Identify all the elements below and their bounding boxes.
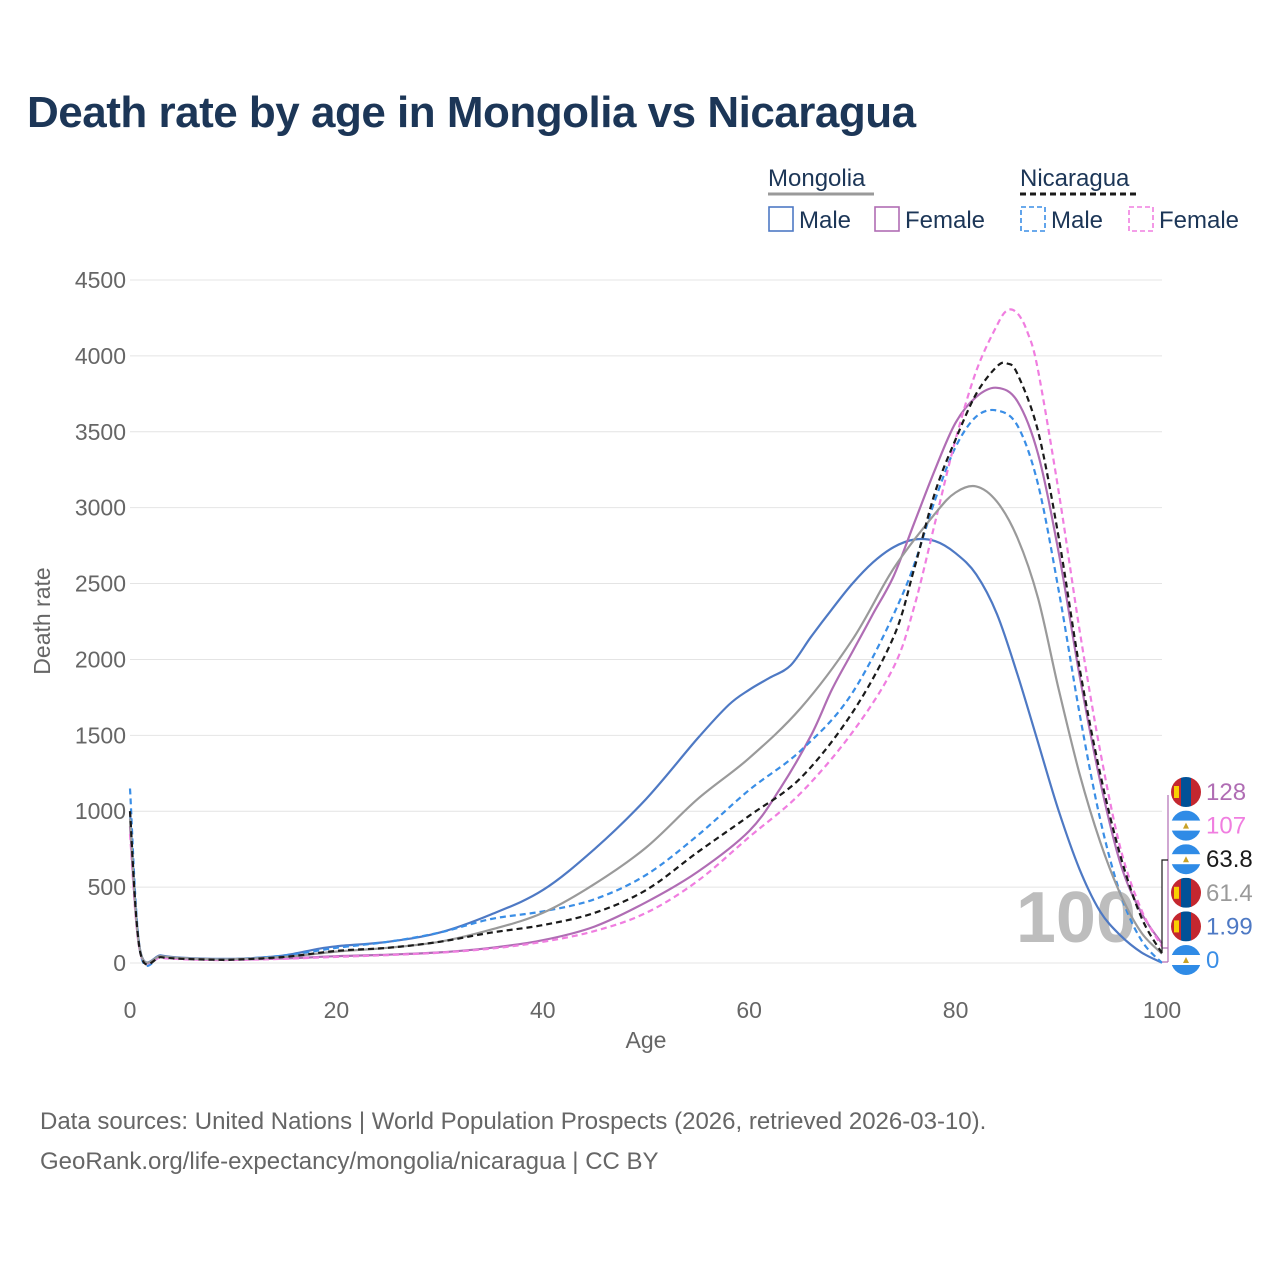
source-line: Data sources: United Nations | World Pop… (40, 1108, 987, 1135)
source-link[interactable]: GeoRank.org/life-expectancy/mongolia/nic… (40, 1148, 659, 1175)
legend-item-label: Male (799, 207, 851, 234)
series-line-mongolia-male[interactable] (128, 537, 1163, 964)
end-value-label: 128 (1206, 779, 1246, 806)
end-label-leader (1161, 859, 1168, 952)
legend-swatch[interactable] (1020, 206, 1046, 232)
y-tick-label: 2000 (75, 646, 126, 672)
chart-title: Death rate by age in Mongolia vs Nicarag… (27, 88, 916, 137)
y-tick-label: 1000 (75, 798, 126, 824)
legend-swatch[interactable] (874, 206, 900, 232)
legend-group-title: Mongolia (768, 165, 866, 192)
x-tick-label: 40 (530, 997, 556, 1023)
end-value-label: 1.99 (1206, 913, 1253, 940)
legend-group-title: Nicaragua (1020, 165, 1130, 192)
x-tick-label: 60 (736, 997, 762, 1023)
nicaragua-flag-icon (1171, 810, 1201, 841)
mongolia-flag-icon (1171, 877, 1201, 908)
nicaragua-flag-icon (1171, 945, 1201, 975)
series-line-mongolia-female[interactable] (128, 386, 1163, 965)
y-tick-label: 4000 (75, 343, 126, 369)
x-tick-label: 20 (324, 997, 350, 1023)
legend-item-label: Female (905, 207, 985, 234)
x-tick-label: 80 (943, 997, 969, 1023)
y-tick-label: 3500 (75, 419, 126, 445)
y-tick-label: 4500 (75, 267, 126, 293)
y-axis-title: Death rate (29, 567, 55, 674)
y-tick-label: 500 (88, 874, 126, 900)
y-tick-label: 3000 (75, 495, 126, 521)
series-line-nicaragua-male[interactable] (128, 408, 1163, 968)
series-line-nicaragua-total[interactable] (128, 361, 1163, 966)
x-axis-title: Age (626, 1027, 667, 1053)
end-value-label: 61.4 (1206, 880, 1253, 907)
x-tick-label: 0 (124, 997, 137, 1023)
end-value-label: 107 (1206, 813, 1246, 840)
end-value-label: 0 (1206, 947, 1219, 974)
y-tick-label: 1500 (75, 722, 126, 748)
legend-item-label: Male (1051, 207, 1103, 234)
legend-item-label: Female (1159, 207, 1239, 234)
mongolia-flag-icon (1171, 777, 1201, 807)
legend-swatch[interactable] (768, 206, 794, 232)
series-line-nicaragua-female[interactable] (128, 308, 1163, 965)
y-tick-label: 2500 (75, 571, 126, 597)
end-label-leader (1162, 795, 1169, 963)
legend-swatch[interactable] (1128, 206, 1154, 232)
end-value-label: 63.8 (1206, 846, 1253, 873)
nicaragua-flag-icon (1171, 844, 1201, 875)
x-tick-label: 100 (1143, 997, 1181, 1023)
mongolia-flag-icon (1171, 911, 1201, 942)
y-tick-label: 0 (113, 950, 126, 976)
age-watermark: 100 (1016, 878, 1136, 958)
